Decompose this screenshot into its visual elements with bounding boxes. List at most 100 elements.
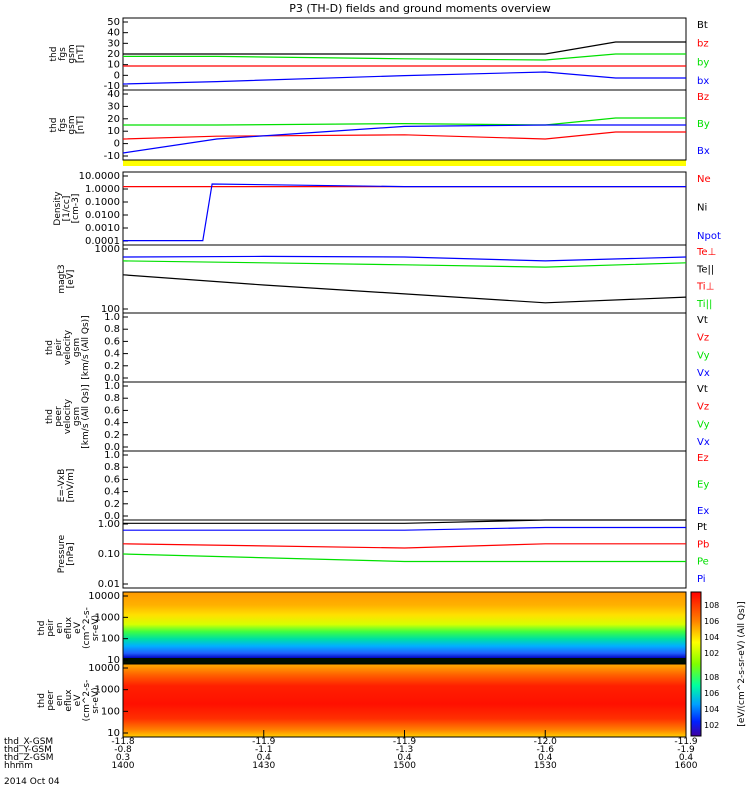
legend-entry: Vy [697, 419, 710, 430]
ephemeris-value: -11.9 [674, 737, 698, 747]
colorbar-tick: 108 [704, 601, 719, 610]
legend-entry: Ex [697, 506, 709, 517]
ephemeris-value: 0.4 [538, 753, 553, 763]
series-line-Pb [122, 543, 686, 549]
y-axis-label-line: velocity [63, 398, 73, 434]
ephemeris-row-label: thd_X-GSM [4, 737, 53, 747]
y-tick-label: 10 [107, 728, 120, 739]
y-tick-label: 20 [107, 49, 120, 60]
y-axis-label-line: peer [54, 406, 64, 427]
y-axis-label-line: gsm [72, 338, 82, 357]
y-axis-label-line: en [55, 695, 65, 706]
y-tick-label: 0.6 [104, 474, 120, 485]
ephemeris-row-label: hhmm [4, 761, 33, 771]
y-tick-label: 0.0001 [85, 236, 120, 247]
y-axis-label-line: thd [37, 693, 47, 708]
legend-entry: Vx [697, 368, 710, 379]
y-tick-label: 0.4 [104, 418, 120, 429]
panel-frame [122, 381, 687, 452]
colorbar-label: [eV/(cm^2-s-sr-eV) (All Qs)] [737, 601, 747, 726]
y-axis-label-line: velocity [63, 329, 73, 365]
series-line-Bt [123, 41, 686, 55]
y-axis-label-line: [mV/m] [66, 469, 76, 503]
series-line-Pt [123, 519, 686, 524]
y-axis-label-line: peer [46, 690, 56, 711]
y-tick-label: 1.0 [104, 450, 120, 461]
y-tick-label: 0.4 [104, 487, 120, 498]
y-tick-label: 10 [107, 655, 120, 666]
ephemeris-value: 0.4 [257, 753, 272, 763]
y-axis-label-line: thd [45, 340, 55, 355]
y-axis-label-line: [eV] [66, 270, 76, 289]
y-tick-label: 0.0100 [85, 210, 120, 221]
y-tick-label: -10 [104, 81, 120, 92]
y-tick-label: 0.1000 [85, 197, 120, 208]
y-axis-label-line: Density [53, 191, 63, 226]
y-axis-label-line: [nPa] [66, 542, 76, 565]
y-axis-label-line: fgs [58, 47, 68, 61]
legend-entry: Ni [697, 203, 707, 214]
y-tick-label: 0.6 [104, 405, 120, 416]
legend-entry: Ti⊥ [696, 282, 714, 293]
y-axis-label: thd peir en eflux eV (cm^2-s-sr-eV) [37, 607, 101, 649]
legend-entry: Vz [697, 402, 709, 413]
y-tick-label: -10 [104, 151, 120, 162]
y-axis-label-line: [cm-3] [71, 194, 81, 224]
ephemeris-value: -0.8 [114, 745, 132, 755]
legend-entry: Pi [697, 574, 706, 585]
y-axis-label-line: eflux [64, 689, 74, 712]
y-tick-label: 0.10 [98, 549, 120, 560]
colorbar-tick: 102 [704, 649, 719, 658]
y-axis-label-line: eV [73, 621, 83, 634]
y-axis-label-line: gsm [67, 115, 77, 134]
legend-entry: Bx [697, 146, 710, 157]
panel-frame [122, 244, 687, 314]
ephemeris-value: 1500 [393, 761, 416, 771]
ephemeris-value: -11.9 [393, 737, 417, 747]
y-axis-label-line: peir [46, 619, 56, 637]
y-tick-label: 1000 [95, 244, 120, 255]
y-axis-label: thd fgs gsm [nT] [49, 44, 86, 63]
y-axis-label-line: thd [49, 118, 59, 133]
legend-entry: Te|| [696, 264, 714, 275]
y-axis-label-line: eV [73, 694, 83, 707]
y-axis-label-line: [km/s (All Qs)] [81, 315, 91, 379]
y-axis-label-line: (cm^2-s- [82, 680, 92, 722]
y-tick-label: 1.0000 [85, 184, 120, 195]
y-axis-label-line: magt3 [57, 264, 67, 293]
legend-entry: Ti|| [696, 299, 712, 310]
legend-entry: by [697, 57, 709, 68]
y-tick-label: 0.01 [98, 579, 120, 590]
y-tick-label: 1000 [95, 612, 120, 623]
legend-entry: Vt [697, 384, 708, 395]
y-axis-label-line: [km/s (All Qs)] [81, 384, 91, 448]
y-axis-label: thd peer en eflux eV (cm^2-s-sr-eV) [37, 680, 101, 722]
colorbar-tick: 106 [704, 689, 719, 698]
y-tick-label: 0.0 [104, 511, 120, 522]
y-axis-label-line: sr-eV) [91, 615, 101, 641]
y-axis-label-line: en [55, 622, 65, 633]
legend-entry: Pt [697, 522, 707, 533]
y-axis-label-line: [nT] [76, 116, 86, 134]
colorbar [690, 591, 702, 737]
series-line-by [123, 53, 686, 61]
colorbar-tick: 108 [704, 673, 719, 682]
y-tick-label: 0.0010 [85, 223, 120, 234]
colorbar-tick: 104 [704, 633, 719, 642]
legend-entry: Vx [697, 437, 710, 448]
legend-entry: Bz [697, 92, 709, 103]
y-axis-label-line: peir [54, 338, 64, 356]
y-tick-label: 30 [107, 101, 120, 112]
chart-title: P3 (TH-D) fields and ground moments over… [289, 2, 551, 15]
y-tick-label: 40 [107, 89, 120, 100]
ephemeris-value: 0.3 [116, 753, 130, 763]
legend-entry: Ey [697, 480, 709, 491]
ephemeris-value: -11.8 [111, 737, 135, 747]
series-line-Ti [122, 255, 687, 262]
panel-frame [122, 450, 687, 521]
y-tick-label: 100 [101, 304, 120, 315]
series-line-Te [122, 274, 687, 304]
ephemeris-value: -1.3 [396, 745, 414, 755]
ion-spectrogram [123, 592, 686, 664]
